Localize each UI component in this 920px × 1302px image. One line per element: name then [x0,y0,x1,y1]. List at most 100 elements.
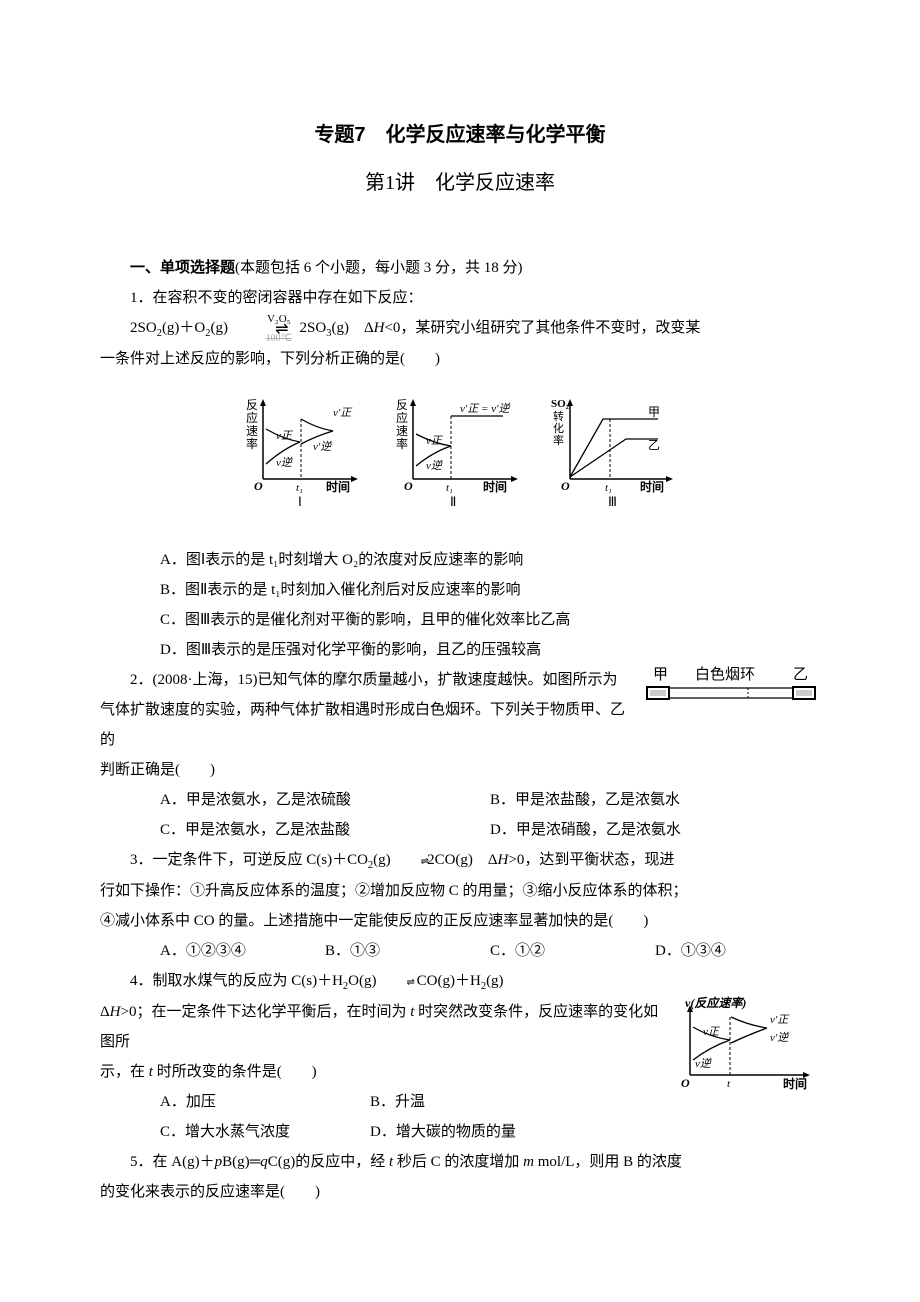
q2-fig-jia: 甲 [653,667,668,683]
q3-l1c: 2CO(g) Δ [427,852,497,868]
q3-A: A．①②③④ [160,936,325,966]
q4-stem-l1: 4．制取水煤气的反应为 C(s)＋H2O(g) ⇌ CO(g)＋H2(g) [100,966,820,997]
chart-2: 反 应 速 率 v正 v逆 v′正 = v′逆 O t₁ 时间 Ⅱ [388,394,528,525]
q4-figure: v(反应速率) v正 v逆 v′正 v′逆 O t 时间 [675,995,820,1106]
q5-stem-l1: 5．在 A(g)＋pB(g)═qC(g)的反应中，经 t 秒后 C 的浓度增加 … [100,1147,820,1177]
chart1-ylabel2: 应 [246,410,258,425]
q3-l1d: >0，达到平衡状态，现进 [508,852,674,868]
q5-l1e: mol/L，则用 B 的浓度 [534,1154,682,1170]
q3-H: H [498,852,509,868]
q1-eq-H: H [374,320,385,336]
q3-l1b: (g) [373,852,391,868]
chart3-t1: t₁ [605,482,612,494]
q1-C-text: C．图Ⅲ表示的是催化剂对平衡的影响，且甲的催化效率比乙高 [160,612,570,628]
q1-eq-g2: (g) [211,320,229,336]
q4-C: C．增大水蒸气浓度 [160,1117,370,1147]
q5-l1b: B(g)═ [222,1154,260,1170]
section-1-paren: (本题包括 6 个小题，每小题 3 分，共 18 分) [235,260,523,276]
q2-fig-label: 白色烟环 [695,666,755,683]
q5-stem-l2: 的变化来表示的反应速率是( ) [100,1177,820,1207]
q4-arrow: ⇌ [377,973,413,993]
q5-l1c: C(g)的反应中，经 [268,1154,389,1170]
chart3-ylabel4: 率 [553,433,564,447]
q4-fig-origin: O [681,1076,690,1090]
q4-H: H [110,1004,121,1020]
chart3-roman: Ⅲ [608,494,617,509]
chart3-jia: 甲 [648,405,660,419]
q4-choice-row2: C．增大水蒸气浓度 D．增大碳的物质的量 [100,1117,820,1147]
q4-l1a: 4．制取水煤气的反应为 C(s)＋H [130,973,343,989]
chart2-ylabel: 反 [396,398,408,412]
q4-figure-svg: v(反应速率) v正 v逆 v′正 v′逆 O t 时间 [675,995,820,1095]
q5-p: p [215,1154,223,1170]
q2-choice-row2: C．甲是浓氨水，乙是浓盐酸 D．甲是浓硝酸，乙是浓氨水 [100,815,820,845]
q3-choices: A．①②③④ B．①③ C．①② D．①③④ [100,936,820,966]
chart2-vfwd: v正 [426,435,444,447]
q4-l1b: O(g) [348,973,376,989]
q3-D: D．①③④ [655,936,820,966]
q2-figure: 甲 白色烟环 乙 [645,665,820,726]
q1-stem-line1: 1．在容积不变的密闭容器中存在如下反应： [100,283,820,313]
chart1-vrev: v逆 [276,456,294,469]
q1-B-text: B．图Ⅱ表示的是 t₁时刻加入催化剂后对反应速率的影响 [160,582,521,598]
chart-3-svg: SO₂ 转 化 率 甲 乙 O t₁ 时间 Ⅲ [548,394,683,514]
q2-stem-l3: 判断正确是( ) [100,755,820,785]
q1-choice-A: A．图Ⅰ表示的是 t₁时刻增大 O₂的浓度对反应速率的影响 [100,545,820,575]
chart2-ylabel2: 应 [396,410,408,425]
q4-fig-vrev: v逆 [695,1057,713,1070]
chart3-xlabel: 时间 [640,479,664,494]
q4-l2a: Δ [100,1004,110,1020]
q1-charts: 反 应 速 率 v正 v逆 v′正 v′逆 O t₁ 时间 Ⅰ 反 应 [100,394,820,525]
chart2-t1: t₁ [446,482,453,494]
chart3-ylabel1: SO₂ [551,398,570,410]
q2-figure-svg: 甲 白色烟环 乙 [645,665,820,715]
q4-fig-vfwdp: v′正 [770,1014,790,1026]
q4-D: D．增大碳的物质的量 [370,1117,820,1147]
q3-C: C．①② [490,936,655,966]
q4-fig-vfwd: v正 [703,1026,721,1038]
chart2-ylabel4: 率 [396,436,408,451]
chart1-xlabel: 时间 [326,479,350,494]
chart1-roman: Ⅰ [298,494,302,509]
chart2-roman: Ⅱ [450,494,456,509]
q4-l1c: CO(g)＋H [413,973,481,989]
chart1-t1: t₁ [296,482,303,494]
q1-choice-D: D．图Ⅲ表示的是压强对化学平衡的影响，且乙的压强较高 [100,635,820,665]
chart1-ylabel: 反 [246,398,258,412]
chart2-veq: v′正 = v′逆 [460,402,511,415]
chart1-vrevp: v′逆 [313,440,333,453]
q1-choice-B: B．图Ⅱ表示的是 t₁时刻加入催化剂后对反应速率的影响 [100,575,820,605]
chart-2-svg: 反 应 速 率 v正 v逆 v′正 = v′逆 O t₁ 时间 Ⅱ [388,394,528,514]
chart3-ylabel3: 化 [553,421,564,435]
q1-equation: 2SO2(g)＋O2(g) V₂O₅ ⇌ 100℃ 2SO3(g) ΔH<0，某… [100,313,820,344]
q1-arrow-bot: 100℃ [232,333,296,344]
section-1-bold: 一、单项选择题 [130,259,235,276]
q4-A: A．加压 [160,1087,370,1117]
chart3-yi: 乙 [648,438,660,452]
q4-choice-row1: A．加压 B．升温 [100,1087,665,1117]
page-main-title: 专题7 化学反应速率与化学平衡 [100,115,820,155]
q3-arrow: ⇌ [391,852,427,872]
chart1-ylabel3: 速 [246,424,258,438]
q5-l1a: 5．在 A(g)＋ [130,1154,215,1170]
q4-l1d: (g) [486,973,504,989]
chart-3: SO₂ 转 化 率 甲 乙 O t₁ 时间 Ⅲ [548,394,683,525]
q1-eq-g1: (g)＋O [162,320,205,336]
q3-stem-l1: 3．一定条件下，可逆反应 C(s)＋CO2(g) ⇌ 2CO(g) ΔH>0，达… [100,845,820,876]
chart1-origin: O [254,479,263,493]
q5-l1d: 秒后 C 的浓度增加 [393,1154,523,1170]
q1-A-text: A．图Ⅰ表示的是 t₁时刻增大 O₂的浓度对反应速率的影响 [160,552,523,568]
chart2-xlabel: 时间 [483,479,507,494]
q2-A: A．甲是浓氨水，乙是浓硫酸 [160,785,490,815]
chart1-ylabel4: 率 [246,436,258,451]
q3-stem-l3: ④减小体系中 CO 的量。上述措施中一定能使反应的正反应速率显著加快的是( ) [100,906,820,936]
q4-fig-vrevp: v′逆 [770,1031,790,1044]
chart1-vfwd: v正 [276,430,294,442]
q5-m: m [523,1154,534,1170]
q5-q: q [260,1154,268,1170]
q4-l2b: >0；在一定条件下达化学平衡后，在时间为 [121,1004,411,1020]
chart3-ylabel2: 转 [553,409,564,423]
q2-C: C．甲是浓氨水，乙是浓盐酸 [160,815,490,845]
q1-stem-line3: 一条件对上述反应的影响，下列分析正确的是( ) [100,344,820,374]
q1-eq-g3: (g) Δ [331,320,373,336]
